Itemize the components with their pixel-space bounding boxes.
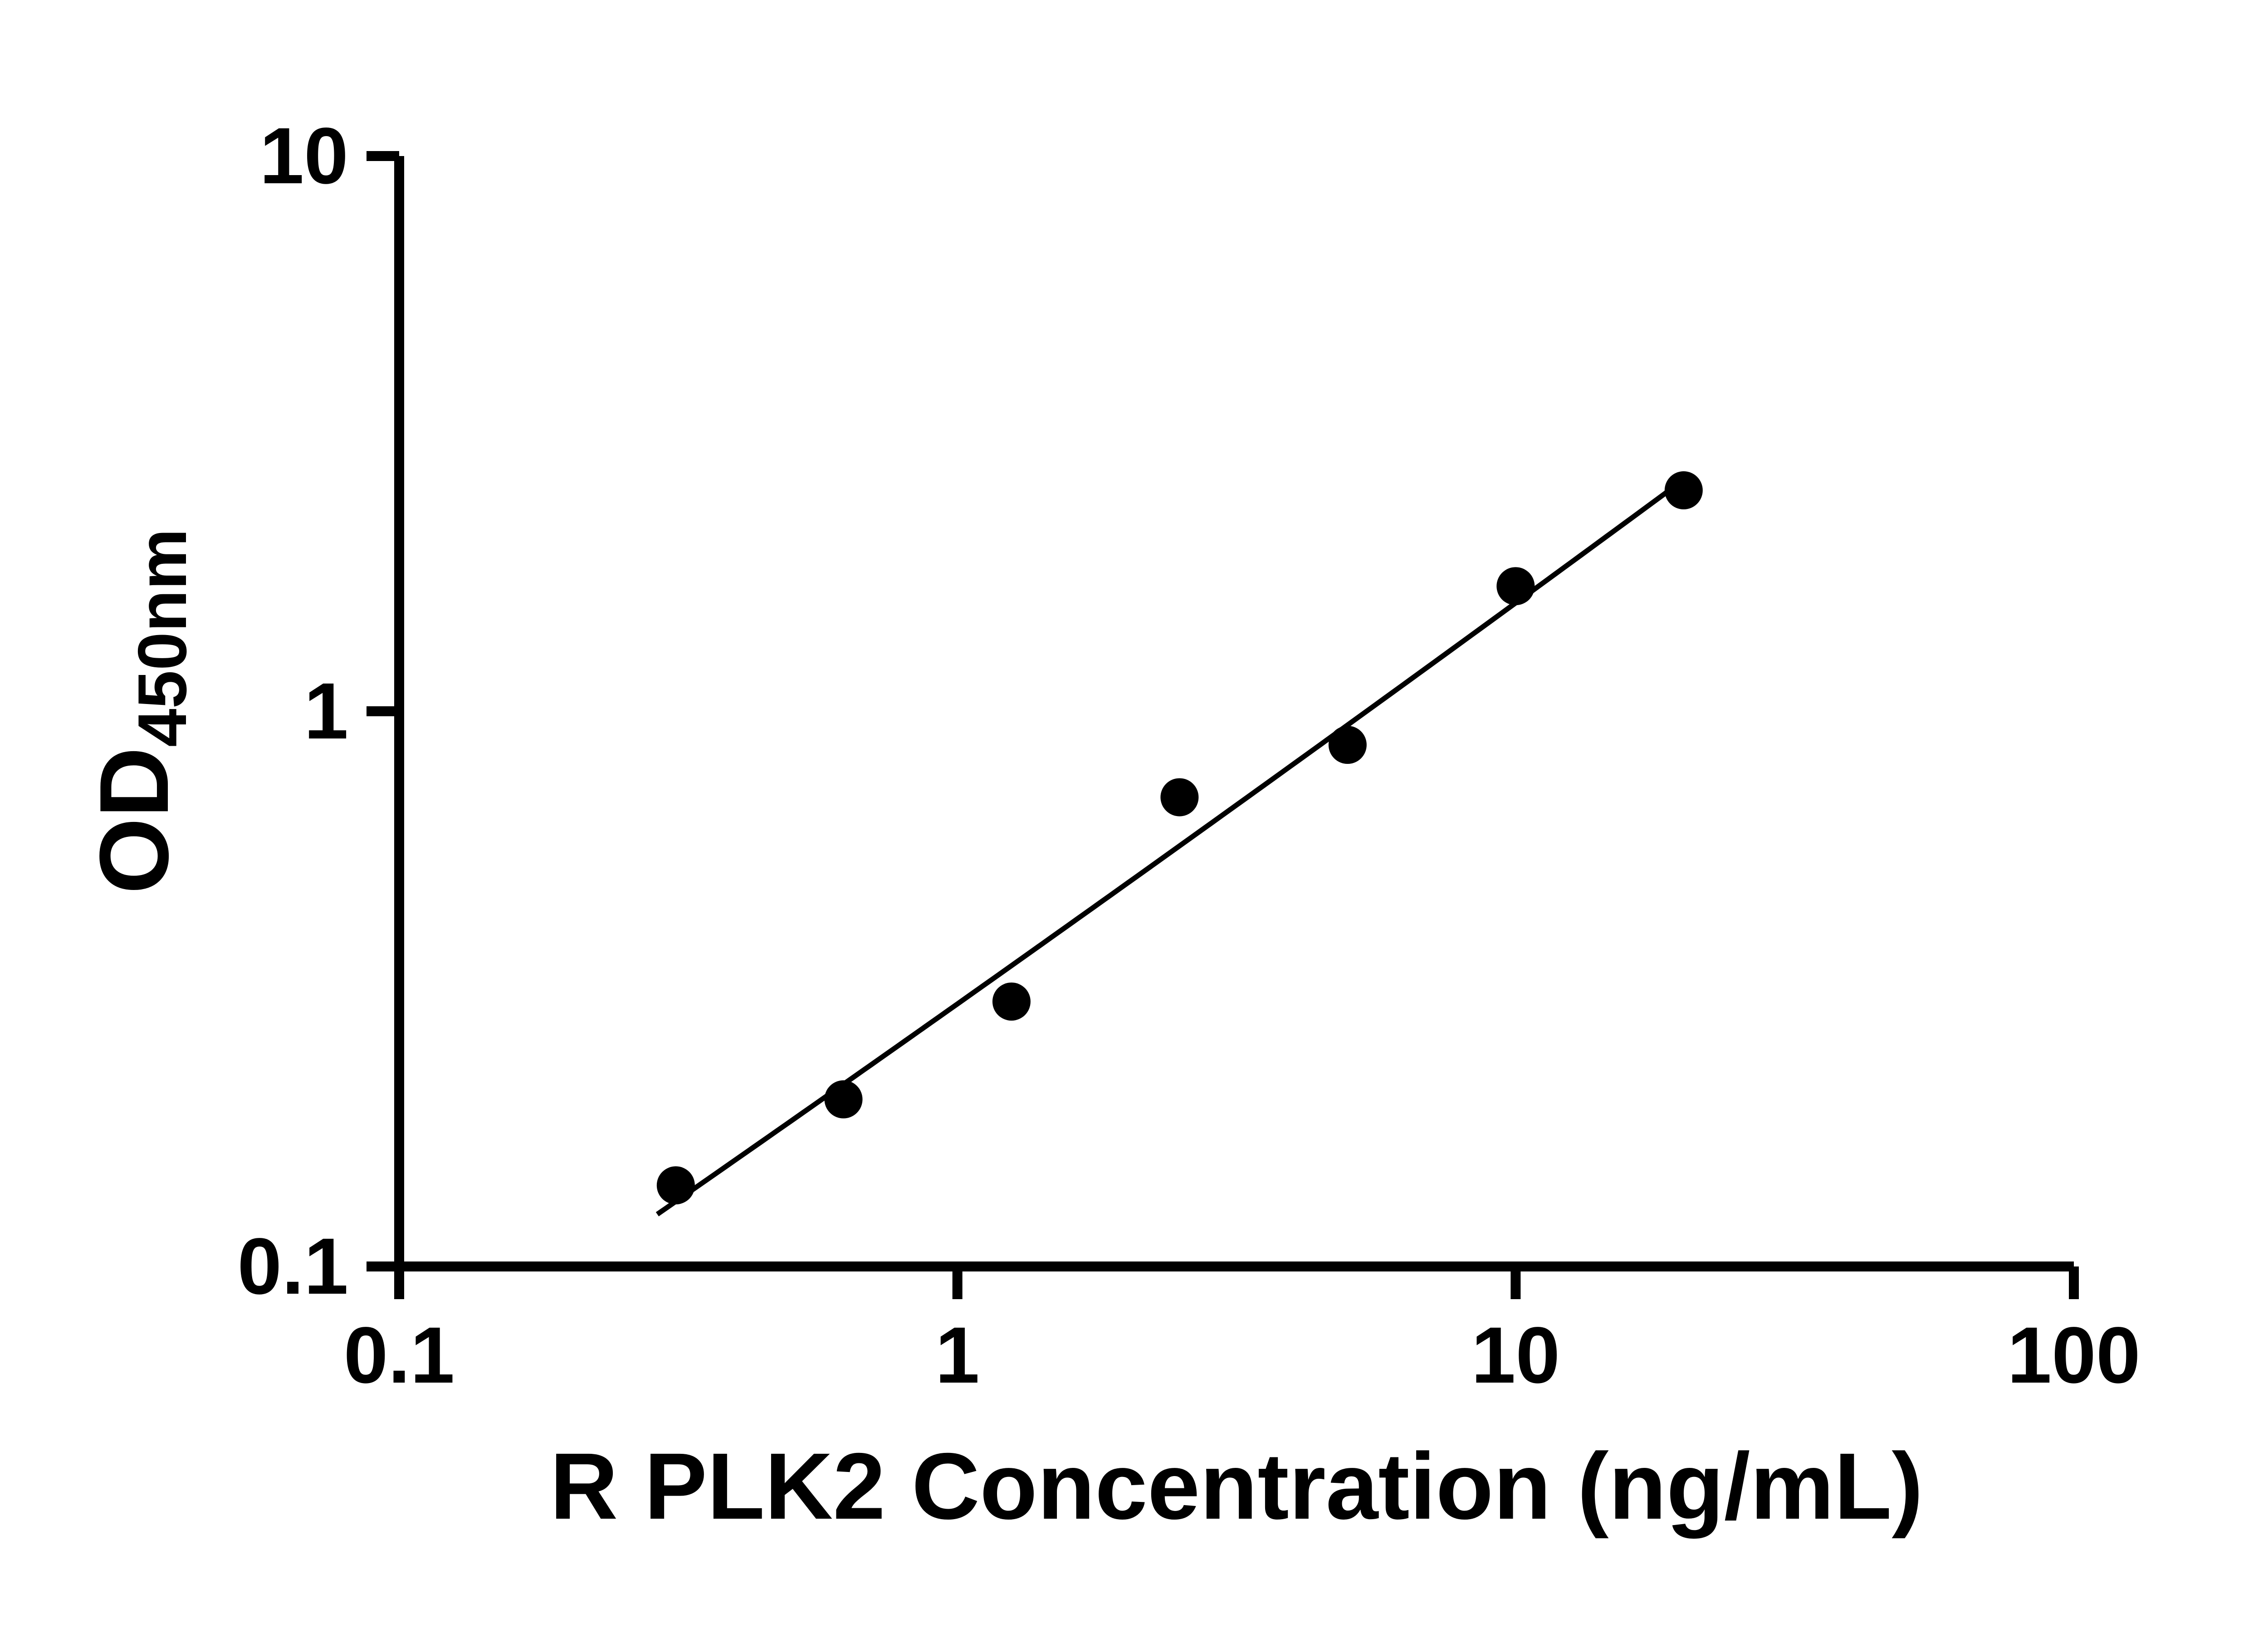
y-axis-title-text: OD [81, 747, 190, 894]
data-point [1328, 726, 1367, 764]
data-point [1496, 567, 1535, 606]
axis-frame [394, 156, 2074, 1271]
x-tick-label: 100 [2007, 1311, 2141, 1400]
x-tick-label: 1 [935, 1311, 980, 1400]
x-tick-label: 10 [1471, 1311, 1560, 1400]
tick-labels: 0.1 1 10 100 0.1 1 10 [237, 112, 2141, 1400]
y-axis-title: OD450nm [79, 528, 204, 894]
data-point [824, 1080, 863, 1119]
data-point [1160, 778, 1199, 816]
y-axis-title-subscript: 450nm [126, 528, 202, 747]
tick-marks [367, 151, 2079, 1299]
x-tick-label: 0.1 [344, 1311, 455, 1400]
x-axis-title: R PLK2 Concentration (ng/mL) [550, 1435, 1923, 1540]
data-points [656, 471, 1703, 1205]
y-tick-label: 0.1 [237, 1222, 348, 1311]
y-tick-label: 1 [304, 667, 348, 756]
data-point [1664, 471, 1703, 509]
axes [394, 156, 2074, 1271]
data-point [992, 983, 1031, 1021]
y-tick-label: 10 [259, 112, 348, 200]
data-point [656, 1166, 695, 1205]
